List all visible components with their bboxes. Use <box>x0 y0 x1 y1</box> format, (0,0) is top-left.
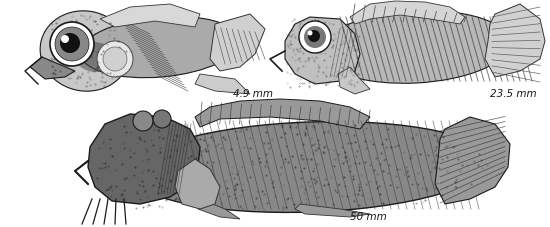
Circle shape <box>61 36 69 44</box>
Polygon shape <box>175 159 220 209</box>
Circle shape <box>103 48 127 72</box>
Polygon shape <box>195 100 370 129</box>
Circle shape <box>97 42 133 78</box>
Ellipse shape <box>75 43 115 73</box>
Text: 50 mm: 50 mm <box>350 211 387 221</box>
Polygon shape <box>338 68 370 95</box>
Circle shape <box>304 27 326 49</box>
Polygon shape <box>195 75 250 95</box>
Circle shape <box>299 22 331 54</box>
Ellipse shape <box>40 12 130 92</box>
Ellipse shape <box>320 12 510 84</box>
Circle shape <box>307 31 312 36</box>
Polygon shape <box>435 118 510 204</box>
Polygon shape <box>30 58 75 80</box>
Ellipse shape <box>130 122 490 212</box>
Polygon shape <box>485 5 545 78</box>
Text: 4.9 mm: 4.9 mm <box>233 89 273 99</box>
Circle shape <box>60 34 80 54</box>
Circle shape <box>153 111 171 128</box>
Polygon shape <box>295 204 370 217</box>
Polygon shape <box>88 114 200 204</box>
Text: 23.5 mm: 23.5 mm <box>490 89 537 99</box>
Circle shape <box>308 31 320 43</box>
Polygon shape <box>198 199 240 219</box>
Polygon shape <box>100 5 200 28</box>
Ellipse shape <box>80 17 240 78</box>
Circle shape <box>133 111 153 131</box>
Circle shape <box>50 23 94 67</box>
Polygon shape <box>285 18 360 85</box>
Polygon shape <box>210 15 265 72</box>
Circle shape <box>55 28 89 62</box>
Polygon shape <box>350 2 465 25</box>
